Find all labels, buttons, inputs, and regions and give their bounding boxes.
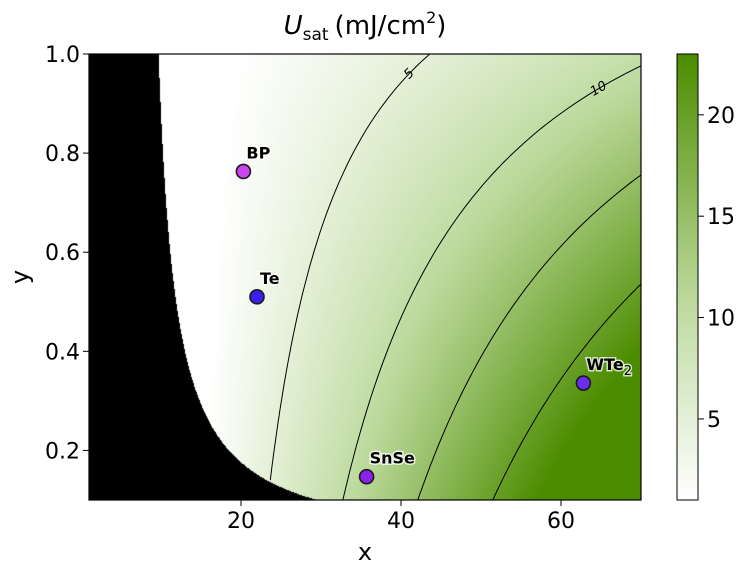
colorbar-tick-label: 15 [707,205,735,230]
point-label-snse: SnSe [370,449,415,468]
x-tick-label: 20 [227,509,255,534]
contour-line-5 [269,54,431,481]
material-points: BP Te SnSe WTe2 [235,142,633,485]
point-label-te: Te [260,269,280,288]
colorbar-gradient [676,53,699,501]
contour-label-15: 15 [647,153,669,175]
y-axis-ticks: 0.2 0.4 0.6 0.8 1.0 [45,43,89,464]
y-tick-label: 0.8 [45,142,80,167]
title-main: U [284,11,303,41]
heatmap-field [89,54,641,500]
y-tick-label: 0.6 [45,241,80,266]
x-tick-label: 60 [547,509,575,534]
point-label-wte: WTe2 [586,355,632,379]
chart-title: Usat (mJ/cm2) [284,8,447,45]
y-tick-label: 0.4 [45,340,80,365]
point-wte [575,375,592,391]
y-tick-label: 0.2 [45,439,80,464]
colorbar-tick-label: 20 [707,104,735,129]
colorbar: 5 10 15 20 [676,53,735,501]
point-label-bp: BP [246,143,270,162]
title-superscript: 2 [426,8,436,27]
x-axis-label: x [358,538,372,565]
plot-frame [88,53,642,501]
x-axis-ticks: 20 40 60 [227,500,575,534]
title-close-paren: ) [436,11,446,41]
contour-label-gap [649,260,669,274]
contour-label-20: 20 [648,256,670,278]
y-axis-label: y [6,270,34,284]
point-te [249,289,265,305]
contour-line-20 [492,283,641,500]
y-tick-label: 1.0 [45,43,80,68]
colorbar-tick-label: 10 [707,307,735,332]
title-subscript: sat [303,25,329,45]
contour-label-gap [648,156,668,170]
contour-line-10 [342,65,641,500]
colorbar-tick-label: 5 [707,408,721,433]
x-tick-label: 40 [387,509,415,534]
contour-line-15 [417,174,641,500]
colorbar-ticks: 5 10 15 20 [698,104,735,433]
point-bp [235,163,252,180]
contour-label-10: 10 [588,79,610,100]
point-snse [358,468,375,485]
title-units: (mJ/cm [335,11,427,41]
